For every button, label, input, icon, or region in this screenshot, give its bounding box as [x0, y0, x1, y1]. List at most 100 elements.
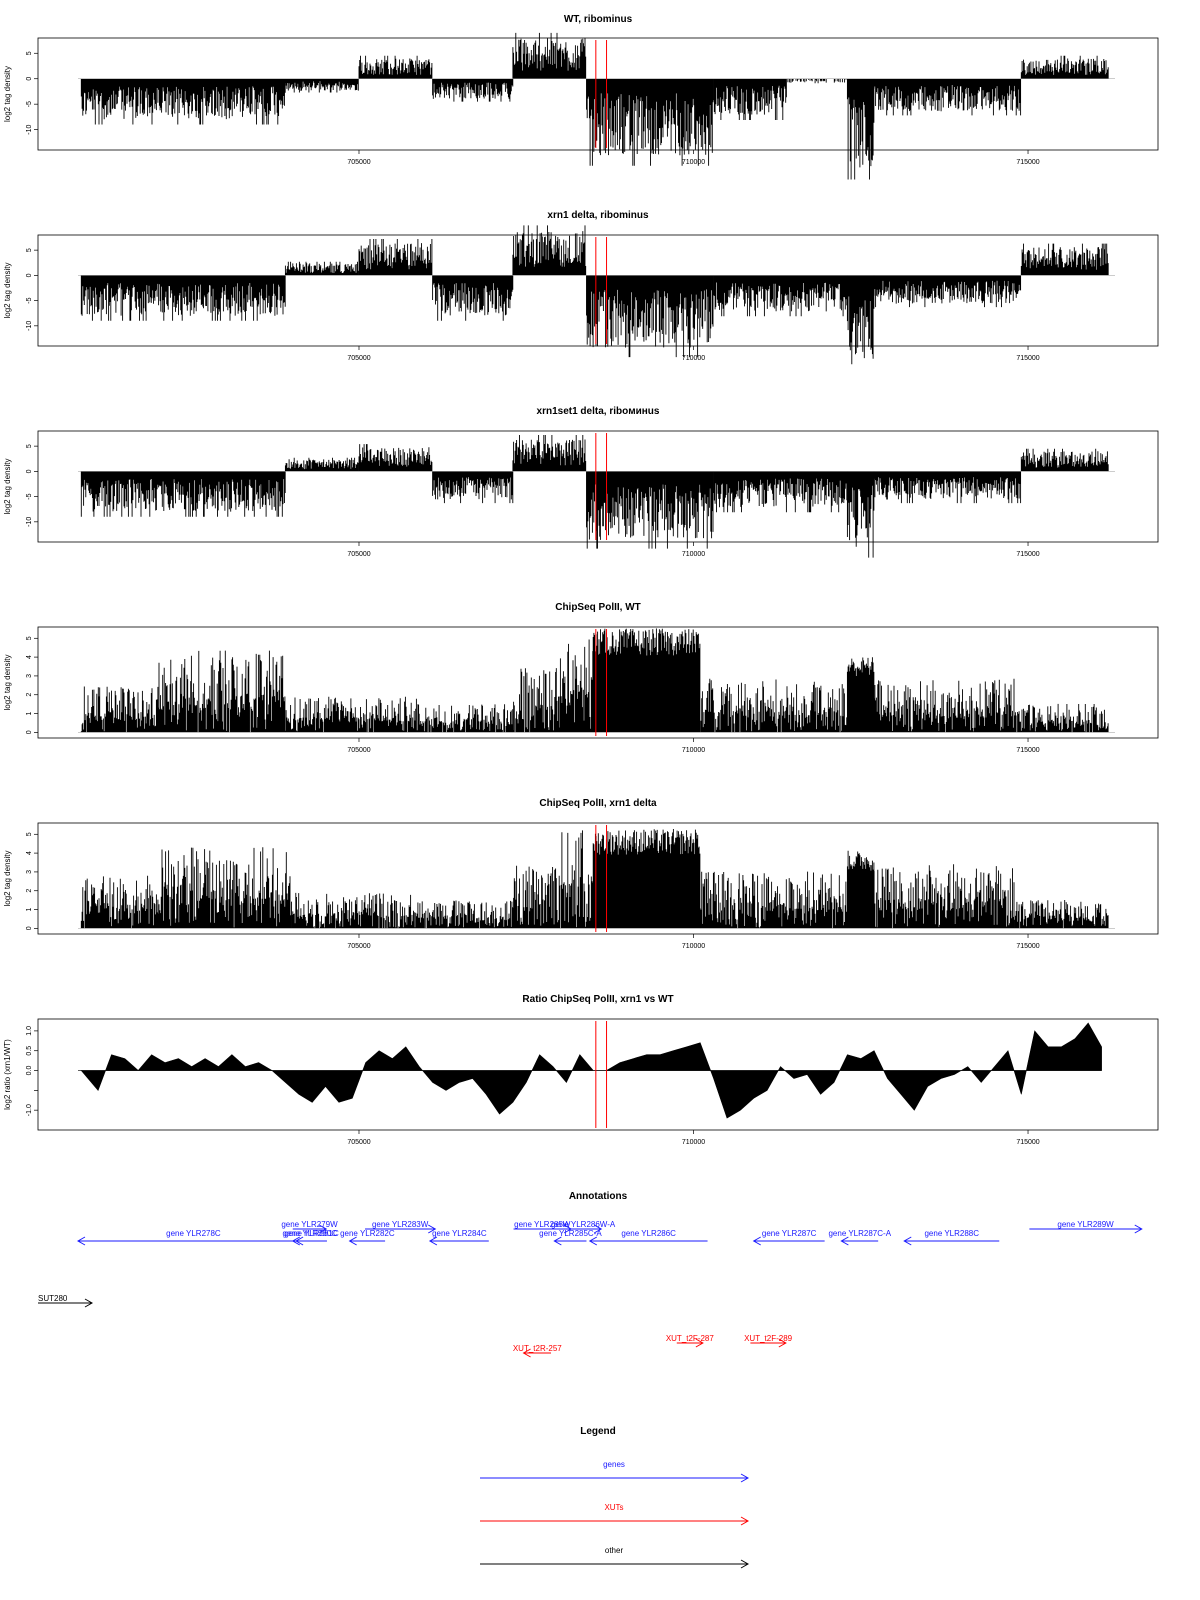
- signal-segment-9: [873, 275, 1022, 308]
- legend-item-1: genes: [480, 1460, 750, 1483]
- gene-arrow-6: gene YLR283W: [365, 1220, 437, 1234]
- signal-segment-1: [80, 78, 286, 125]
- x-axis: 705000 710000 715000: [347, 150, 1040, 166]
- xut-arrow-3: XUT_t2F-289: [744, 1334, 793, 1348]
- signal-segment-10: [873, 78, 1022, 116]
- signal-bars: [80, 78, 286, 125]
- signal-segment-4: [432, 275, 514, 321]
- signal-segment-7: [713, 78, 787, 120]
- arrow-head: [522, 1348, 531, 1358]
- y-tick-label: 1.0: [26, 1026, 33, 1036]
- arrow-head: [903, 1236, 912, 1246]
- y-tick-label: 0.0: [26, 1066, 33, 1076]
- gene-label: gene YLR280C: [283, 1229, 338, 1238]
- x-axis: 705000 710000 715000: [347, 738, 1040, 754]
- xut-label: XUT_t2F-289: [744, 1334, 793, 1343]
- y-tick-label: -10: [26, 321, 33, 331]
- x-tick-label: 705000: [347, 943, 370, 950]
- plot-frame: [37, 822, 1159, 935]
- signal-bars: [713, 275, 848, 317]
- gene-label: gene YLR278C: [166, 1229, 221, 1238]
- y-tick-label: 1: [26, 711, 33, 715]
- x-tick-label: 705000: [347, 355, 370, 362]
- panel-title: ChipSeq PolII, xrn1 delta: [539, 798, 657, 809]
- y-tick-label: 0: [26, 77, 33, 81]
- signal-segment-4: [418, 704, 514, 733]
- signal-segment-11: [1014, 703, 1109, 733]
- x-tick-label: 715000: [1016, 551, 1039, 558]
- signal-segment-4: [432, 78, 514, 102]
- signal-bars: [512, 668, 560, 733]
- xut-label: XUT_t2F-287: [666, 1334, 715, 1343]
- signal-bars: [559, 639, 594, 733]
- y-axis: 5 0 -5 -10: [26, 248, 38, 331]
- legend-item-label: XUTs: [604, 1503, 623, 1512]
- y-tick-label: 5: [26, 636, 33, 640]
- signal-bars: [592, 829, 701, 929]
- signal-segment-9: [873, 471, 1022, 504]
- signal-bars: [586, 78, 714, 166]
- plot-frame: [37, 626, 1159, 739]
- y-tick-label: 2: [26, 889, 33, 893]
- signal-segment-6: [559, 830, 594, 929]
- gene-arrow-12: gene YLR287C: [752, 1229, 825, 1246]
- signal-bars: [358, 444, 433, 472]
- signal-segment-5: [512, 668, 560, 733]
- gene-label: gene YLR282C: [340, 1229, 395, 1238]
- arrow-head: [291, 1236, 301, 1246]
- arrow-head: [752, 1236, 761, 1246]
- signal-bars: [846, 78, 875, 180]
- track-panel-3: xrn1set1 delta, riboминus log2 tag densit…: [3, 406, 1159, 558]
- arrow-head: [740, 1516, 750, 1526]
- x-tick-label: 710000: [682, 747, 705, 754]
- x-tick-label: 705000: [347, 747, 370, 754]
- signal-bars: [713, 78, 787, 120]
- signal-bars: [1014, 900, 1109, 929]
- arrow-head: [588, 1236, 598, 1246]
- signal-segment-8: [846, 275, 875, 365]
- signal-segment-1: [80, 875, 159, 929]
- panel-title: ChipSeq PolII, WT: [555, 602, 641, 613]
- signal-bars: [80, 686, 159, 733]
- signal-segment-5: [512, 865, 560, 929]
- signal-series: [78, 435, 1115, 558]
- signal-segment-7: [713, 275, 848, 317]
- track-panel-4: ChipSeq PolII, WT log2 tag density 0 1 2 3 4 5 7…: [3, 602, 1159, 754]
- signal-segment-5: [512, 225, 587, 276]
- signal-segment-2: [284, 261, 359, 276]
- signal-bars: [432, 78, 514, 102]
- x-tick-label: 710000: [682, 943, 705, 950]
- signal-segment-8: [700, 678, 848, 733]
- x-tick-label: 715000: [1016, 1139, 1039, 1146]
- signal-bars: [873, 864, 1015, 929]
- arrow-head: [76, 1236, 86, 1246]
- track-panel-1: WT, ribominus log2 tag density 5 0 -5 -10 7050…: [3, 14, 1159, 180]
- signal-bars: [846, 471, 875, 558]
- plot-frame: [37, 37, 1159, 151]
- y-axis: 0 1 2 3 4 5: [26, 832, 38, 930]
- signal-segment-9: [846, 850, 875, 929]
- legend-item-label: genes: [603, 1460, 625, 1469]
- legend-item-2: XUTs: [480, 1503, 750, 1526]
- gene-label: gene YLR279W: [281, 1220, 338, 1229]
- signal-segment-8: [699, 871, 848, 929]
- y-tick-label: 0: [26, 926, 33, 930]
- panel-title: xrn1 delta, ribominus: [547, 210, 649, 221]
- signal-segment-2: [284, 78, 359, 93]
- signal-segment-3: [284, 696, 420, 733]
- signal-bars: [512, 865, 560, 929]
- signal-segment-2: [157, 650, 286, 733]
- signal-segment-3: [358, 55, 433, 79]
- x-tick-label: 705000: [347, 551, 370, 558]
- signal-bars: [1020, 448, 1109, 472]
- signal-segment-6: [586, 78, 714, 166]
- track-panel-5: ChipSeq PolII, xrn1 delta log2 tag densit…: [3, 798, 1159, 950]
- signal-segment-8: [787, 78, 847, 84]
- y-tick-label: 1: [26, 907, 33, 911]
- legend-item-label: other: [605, 1546, 624, 1555]
- arrow-head: [695, 1338, 704, 1348]
- x-tick-label: 710000: [682, 551, 705, 558]
- plot-frame: [37, 430, 1159, 543]
- y-tick-label: 2: [26, 693, 33, 697]
- signal-bars: [358, 55, 433, 79]
